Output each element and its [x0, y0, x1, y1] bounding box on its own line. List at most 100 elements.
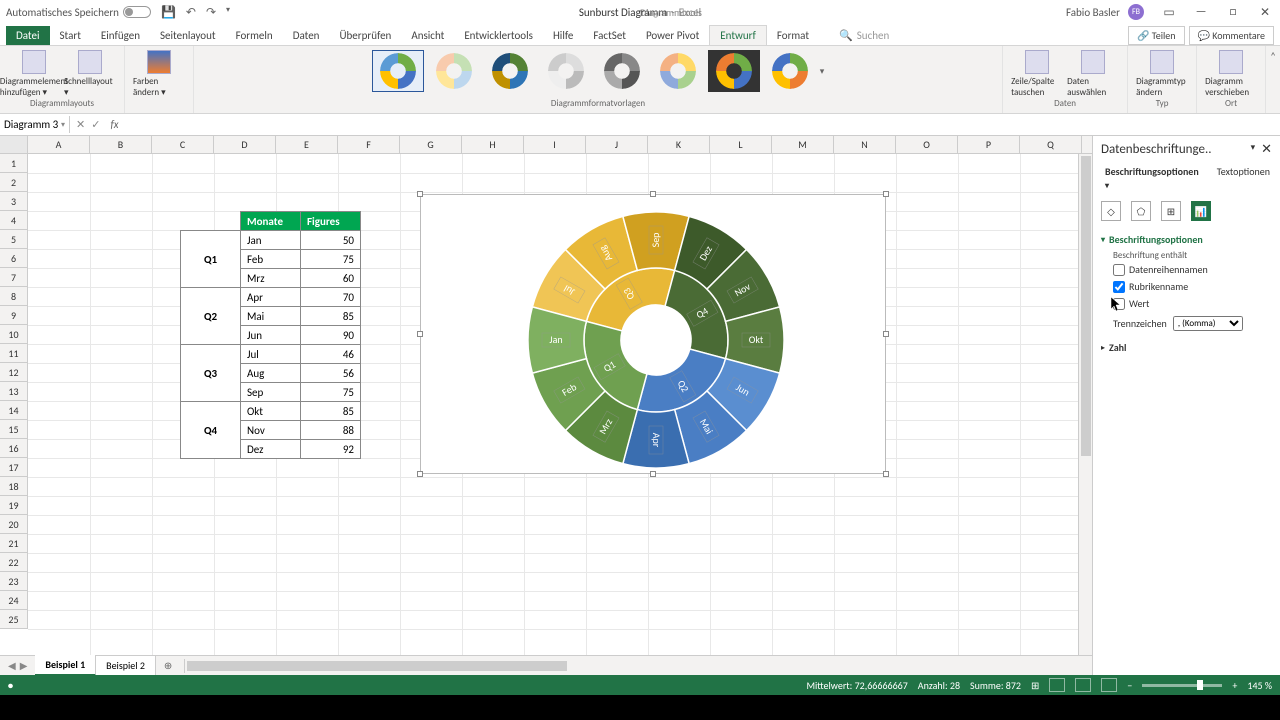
tab-format[interactable]: Format	[767, 26, 819, 45]
tab-data[interactable]: Daten	[283, 26, 330, 45]
horizontal-scrollbar[interactable]	[184, 659, 1088, 673]
zoom-slider[interactable]	[1142, 684, 1222, 687]
redo-icon[interactable]: ↷	[206, 5, 216, 20]
column-header[interactable]: P	[958, 136, 1020, 153]
checkbox-category-name[interactable]: Rubrikenname	[1101, 278, 1272, 295]
row-header[interactable]: 6	[0, 249, 28, 268]
chart-style-1[interactable]	[372, 50, 424, 92]
column-header[interactable]: I	[524, 136, 586, 153]
tab-file[interactable]: Datei	[6, 26, 50, 45]
row-header[interactable]: 21	[0, 534, 28, 553]
quick-layout-button[interactable]: Schnelllayout ▾	[64, 50, 116, 98]
column-header[interactable]: F	[338, 136, 400, 153]
column-header[interactable]: B	[90, 136, 152, 153]
column-header[interactable]: N	[834, 136, 896, 153]
avatar[interactable]: FB	[1128, 4, 1144, 20]
column-header[interactable]: K	[648, 136, 710, 153]
resize-handle[interactable]	[417, 331, 423, 337]
undo-icon[interactable]: ↶	[186, 5, 196, 20]
pane-tab-label-options[interactable]: Beschriftungsoptionen ▾	[1101, 163, 1203, 193]
chart-object[interactable]: Q3JulAugSepQ4DezNovOktQ2JunMaiAprQ1MrzFe…	[420, 194, 886, 474]
zoom-level[interactable]: 145 %	[1247, 679, 1272, 692]
column-header[interactable]: E	[276, 136, 338, 153]
page-break-view-icon[interactable]	[1101, 678, 1117, 692]
fx-icon[interactable]: fx	[106, 118, 118, 131]
row-header[interactable]: 12	[0, 363, 28, 382]
row-header[interactable]: 22	[0, 553, 28, 572]
resize-handle[interactable]	[883, 331, 889, 337]
tab-insert[interactable]: Einfügen	[91, 26, 150, 45]
pane-options-icon[interactable]: ▾	[1251, 142, 1256, 157]
column-header[interactable]: G	[400, 136, 462, 153]
add-sheet-icon[interactable]: ⊕	[156, 659, 180, 672]
resize-handle[interactable]	[883, 191, 889, 197]
collapse-ribbon-icon[interactable]: ˄	[1270, 50, 1276, 63]
name-box[interactable]: Diagramm 3▾	[0, 116, 70, 133]
switch-row-col-button[interactable]: Zeile/Spalte tauschen	[1011, 50, 1063, 98]
chart-style-5[interactable]	[596, 50, 648, 92]
page-layout-view-icon[interactable]	[1075, 678, 1091, 692]
chart-style-3[interactable]	[484, 50, 536, 92]
minimize-icon[interactable]: —	[1192, 5, 1210, 20]
styles-more-icon[interactable]: ▾	[820, 66, 825, 77]
row-header[interactable]: 7	[0, 268, 28, 287]
size-icon[interactable]: ⊞	[1161, 201, 1181, 221]
pane-tab-text-options[interactable]: Textoptionen	[1215, 163, 1272, 193]
resize-handle[interactable]	[417, 191, 423, 197]
qat-more-icon[interactable]: ▾	[226, 5, 230, 20]
pane-close-icon[interactable]: ✕	[1261, 142, 1272, 157]
tab-powerpivot[interactable]: Power Pivot	[636, 26, 709, 45]
column-header[interactable]: C	[152, 136, 214, 153]
tab-review[interactable]: Überprüfen	[329, 26, 401, 45]
column-header[interactable]: J	[586, 136, 648, 153]
chart-style-4[interactable]	[540, 50, 592, 92]
resize-handle[interactable]	[650, 191, 656, 197]
change-colors-button[interactable]: Farben ändern ▾	[133, 50, 185, 98]
chart-style-2[interactable]	[428, 50, 480, 92]
row-header[interactable]: 4	[0, 211, 28, 230]
tab-developer[interactable]: Entwicklertools	[454, 26, 543, 45]
row-header[interactable]: 11	[0, 344, 28, 363]
add-chart-element-button[interactable]: Diagrammelement hinzufügen ▾	[8, 50, 60, 98]
chart-style-8[interactable]	[764, 50, 816, 92]
resize-handle[interactable]	[417, 471, 423, 477]
save-icon[interactable]: 💾	[161, 5, 176, 20]
display-settings-icon[interactable]: ⊞	[1031, 679, 1039, 692]
row-header[interactable]: 15	[0, 420, 28, 439]
column-header[interactable]: H	[462, 136, 524, 153]
tab-design[interactable]: Entwurf	[709, 25, 767, 45]
sheet-tab-1[interactable]: Beispiel 1	[35, 655, 96, 675]
accept-formula-icon[interactable]: ✓	[91, 118, 100, 131]
column-header[interactable]: A	[28, 136, 90, 153]
zoom-in-icon[interactable]: +	[1232, 679, 1237, 692]
chart-style-6[interactable]	[652, 50, 704, 92]
row-header[interactable]: 5	[0, 230, 28, 249]
tab-home[interactable]: Start	[50, 26, 91, 45]
tab-pagelayout[interactable]: Seitenlayout	[150, 26, 226, 45]
row-header[interactable]: 16	[0, 439, 28, 458]
row-header[interactable]: 18	[0, 477, 28, 496]
chart-style-7[interactable]	[708, 50, 760, 92]
row-header[interactable]: 13	[0, 382, 28, 401]
move-chart-button[interactable]: Diagramm verschieben	[1205, 50, 1257, 98]
sheet-tab-2[interactable]: Beispiel 2	[96, 656, 156, 675]
select-data-button[interactable]: Daten auswählen	[1067, 50, 1119, 98]
row-header[interactable]: 10	[0, 325, 28, 344]
row-header[interactable]: 9	[0, 306, 28, 325]
tab-help[interactable]: Hilfe	[543, 26, 583, 45]
tab-formulas[interactable]: Formeln	[226, 26, 283, 45]
row-header[interactable]: 1	[0, 154, 28, 173]
zoom-out-icon[interactable]: −	[1127, 679, 1132, 692]
record-macro-icon[interactable]: ⏺	[8, 679, 13, 692]
tab-view[interactable]: Ansicht	[401, 26, 454, 45]
row-header[interactable]: 23	[0, 572, 28, 591]
row-header[interactable]: 17	[0, 458, 28, 477]
label-options-icon[interactable]: 📊	[1191, 201, 1211, 221]
row-header[interactable]: 2	[0, 173, 28, 192]
comments-button[interactable]: 💬 Kommentare	[1189, 26, 1274, 45]
fill-line-icon[interactable]: ◇	[1101, 201, 1121, 221]
worksheet-grid[interactable]: ABCDEFGHIJKLMNOPQ 1234567891011121314151…	[0, 136, 1092, 675]
row-header[interactable]: 19	[0, 496, 28, 515]
select-all-cell[interactable]	[0, 136, 28, 153]
tab-factset[interactable]: FactSet	[583, 26, 636, 45]
